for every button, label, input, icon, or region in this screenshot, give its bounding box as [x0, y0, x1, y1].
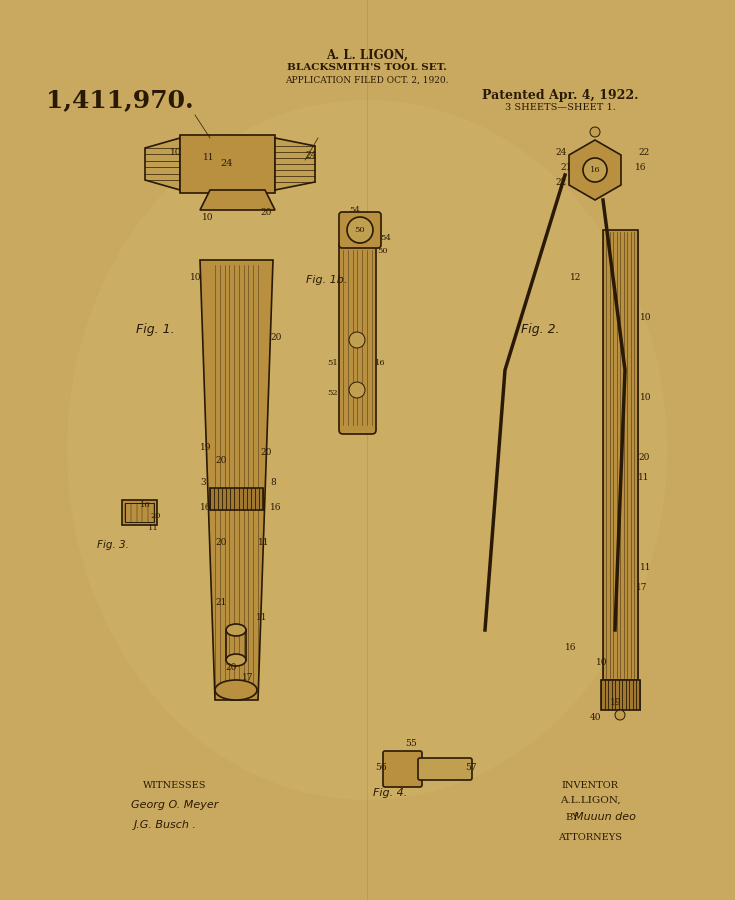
Text: 40: 40 [590, 713, 601, 722]
Text: Fig. 2.: Fig. 2. [520, 323, 559, 337]
Text: A.L.LIGON,: A.L.LIGON, [559, 796, 620, 805]
Text: 21: 21 [215, 598, 226, 607]
Text: A. L. LIGON,: A. L. LIGON, [326, 49, 408, 61]
Text: 16: 16 [589, 166, 600, 174]
Polygon shape [569, 140, 621, 200]
Text: 50: 50 [377, 247, 387, 255]
Text: J.G. Busch .: J.G. Busch . [134, 820, 196, 830]
Text: INVENTOR: INVENTOR [562, 780, 618, 789]
Text: 54: 54 [380, 234, 391, 242]
Text: 24: 24 [555, 148, 567, 157]
Text: BLACKSMITH'S TOOL SET.: BLACKSMITH'S TOOL SET. [287, 64, 447, 73]
FancyBboxPatch shape [418, 758, 472, 780]
Text: 11: 11 [148, 524, 159, 532]
Text: 11: 11 [640, 563, 651, 572]
Text: 17: 17 [242, 673, 254, 682]
Text: 56: 56 [375, 763, 387, 772]
FancyBboxPatch shape [383, 751, 422, 787]
Text: Fig. 3.: Fig. 3. [97, 540, 129, 550]
Polygon shape [180, 135, 275, 193]
FancyBboxPatch shape [339, 241, 376, 434]
Text: 16: 16 [200, 503, 212, 512]
Text: 21: 21 [560, 163, 571, 172]
Bar [122, 500, 157, 525]
Text: 10: 10 [596, 658, 608, 667]
Text: 20: 20 [215, 456, 226, 465]
Text: 10: 10 [202, 213, 213, 222]
Circle shape [347, 217, 373, 243]
Text: WITNESSES: WITNESSES [143, 780, 207, 789]
Text: 3 SHEETS—SHEET 1.: 3 SHEETS—SHEET 1. [504, 103, 615, 112]
Ellipse shape [226, 624, 246, 636]
Text: 16: 16 [140, 501, 151, 509]
Text: Patented Apr. 4, 1922.: Patented Apr. 4, 1922. [481, 88, 638, 102]
Text: Fig. 1b.: Fig. 1b. [306, 275, 348, 285]
Ellipse shape [215, 680, 257, 700]
Text: 10: 10 [640, 313, 651, 322]
Text: Muuun deo: Muuun deo [574, 812, 636, 822]
Circle shape [349, 332, 365, 348]
Text: 12: 12 [570, 273, 581, 282]
Text: Fig. 4.: Fig. 4. [373, 788, 407, 798]
Text: 11: 11 [638, 473, 650, 482]
Polygon shape [275, 138, 315, 190]
Text: 16: 16 [565, 643, 576, 652]
Circle shape [583, 158, 607, 182]
Circle shape [349, 382, 365, 398]
Text: 20: 20 [150, 512, 160, 520]
Text: ATTORNEYS: ATTORNEYS [558, 833, 622, 842]
Text: 57: 57 [465, 763, 476, 772]
Text: 16: 16 [375, 359, 386, 367]
Text: 20: 20 [260, 448, 271, 457]
Text: 20: 20 [260, 208, 271, 217]
Text: 22: 22 [555, 178, 566, 187]
Text: APPLICATION FILED OCT. 2, 1920.: APPLICATION FILED OCT. 2, 1920. [285, 76, 449, 85]
Polygon shape [200, 190, 275, 210]
Text: 11: 11 [256, 613, 268, 622]
Polygon shape [200, 260, 273, 700]
Text: Fig. 1.: Fig. 1. [136, 323, 174, 337]
Text: 3: 3 [200, 478, 206, 487]
Text: 11: 11 [203, 153, 215, 162]
Circle shape [615, 710, 625, 720]
Circle shape [590, 127, 600, 137]
Ellipse shape [67, 100, 667, 800]
Bar [210, 488, 263, 510]
Text: 51: 51 [327, 359, 338, 367]
Text: 10: 10 [190, 273, 201, 282]
Text: 55: 55 [405, 739, 417, 748]
Polygon shape [145, 138, 180, 190]
Text: 16: 16 [635, 163, 647, 172]
Text: 50: 50 [355, 226, 365, 234]
Text: 8: 8 [270, 478, 276, 487]
Bar [601, 680, 640, 710]
Text: 11: 11 [258, 538, 270, 547]
Text: 20: 20 [225, 663, 237, 672]
Text: 17: 17 [636, 583, 648, 592]
Text: 24: 24 [305, 151, 316, 160]
Ellipse shape [226, 654, 246, 666]
Text: 16: 16 [270, 503, 282, 512]
Text: 20: 20 [638, 453, 650, 462]
Bar [603, 230, 638, 680]
Text: 54: 54 [350, 206, 360, 214]
FancyBboxPatch shape [339, 212, 381, 248]
Text: Georg O. Meyer: Georg O. Meyer [132, 800, 219, 810]
Text: 10: 10 [640, 393, 651, 402]
Text: 20: 20 [215, 538, 226, 547]
Bar [125, 503, 154, 522]
Text: 1,411,970.: 1,411,970. [46, 88, 194, 112]
Text: 19: 19 [200, 443, 212, 452]
Text: BY: BY [565, 813, 578, 822]
Text: 52: 52 [327, 389, 337, 397]
Text: 24: 24 [220, 159, 233, 168]
Text: 19: 19 [610, 698, 622, 707]
Text: 10: 10 [170, 148, 182, 157]
Text: 20: 20 [270, 333, 282, 342]
Text: 22: 22 [638, 148, 649, 157]
